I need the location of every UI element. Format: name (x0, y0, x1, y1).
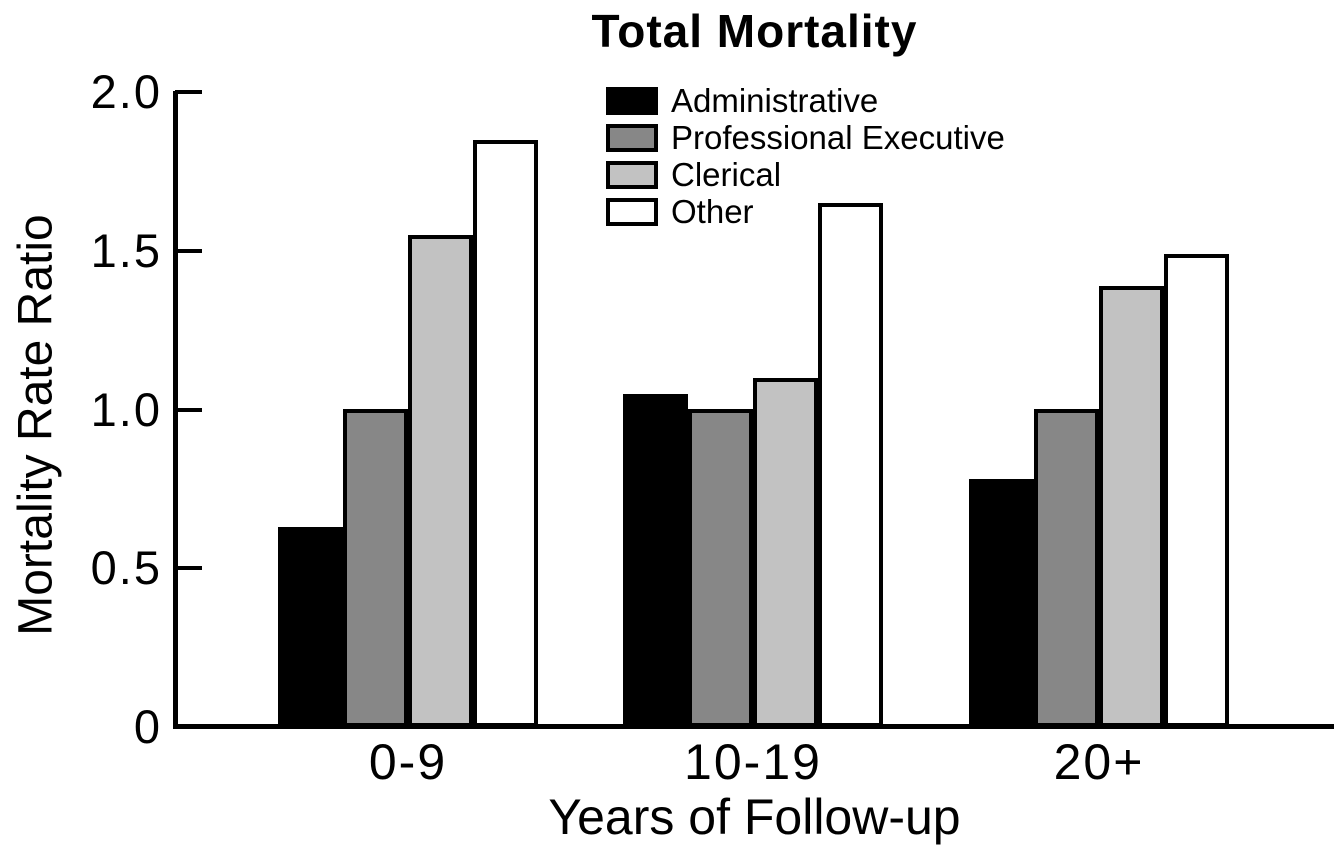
bar-professional-executive-10-19 (688, 409, 753, 727)
y-tick-label-1-0: 1.0 (90, 382, 162, 436)
y-tick-1-0 (175, 407, 202, 412)
y-tick-0 (175, 725, 202, 729)
y-tick-0-5 (175, 566, 202, 571)
x-category-label-20-: 20+ (1053, 734, 1145, 790)
bar-professional-executive-20- (1034, 409, 1099, 727)
y-tick-label-1-5: 1.5 (90, 223, 162, 277)
y-tick-label-0: 0 (133, 700, 162, 753)
bar-administrative-20- (969, 479, 1034, 727)
legend-label-clerical: Clerical (671, 155, 782, 193)
bar-other-10-19 (818, 203, 883, 727)
x-axis-line (173, 724, 1334, 729)
bar-clerical-10-19 (753, 378, 818, 727)
y-tick-1-5 (175, 248, 202, 253)
y-tick-label-0-5: 0.5 (90, 541, 162, 595)
legend-row-professional-executive: Professional Executive (606, 118, 1005, 156)
x-axis-title: Years of Follow-up (548, 789, 961, 845)
legend-swatch-clerical (606, 160, 658, 189)
bar-clerical-20- (1099, 286, 1164, 727)
legend-swatch-administrative (606, 86, 658, 115)
legend-label-other: Other (671, 192, 754, 230)
legend-row-other: Other (606, 192, 1005, 230)
x-category-label-10-19: 10-19 (684, 734, 822, 790)
legend-label-administrative: Administrative (671, 81, 879, 119)
bar-clerical-0-9 (408, 235, 473, 727)
bar-administrative-0-9 (278, 527, 343, 727)
legend-row-administrative: Administrative (606, 81, 1005, 119)
bar-professional-executive-0-9 (343, 409, 408, 727)
bar-other-0-9 (473, 140, 538, 727)
x-category-label-0-9: 0-9 (368, 734, 448, 790)
bar-administrative-10-19 (623, 394, 688, 727)
legend-swatch-professional-executive (606, 123, 658, 152)
legend-swatch-other (606, 197, 658, 226)
bar-other-20- (1164, 254, 1229, 727)
chart-title: Total Mortality (591, 5, 918, 57)
legend-label-professional-executive: Professional Executive (671, 118, 1005, 156)
y-tick-2-0 (175, 90, 202, 94)
y-tick-label-2-0: 2.0 (90, 65, 162, 118)
legend: Administrative Professional Executive Cler… (606, 81, 1005, 232)
legend-row-clerical: Clerical (606, 155, 1005, 193)
